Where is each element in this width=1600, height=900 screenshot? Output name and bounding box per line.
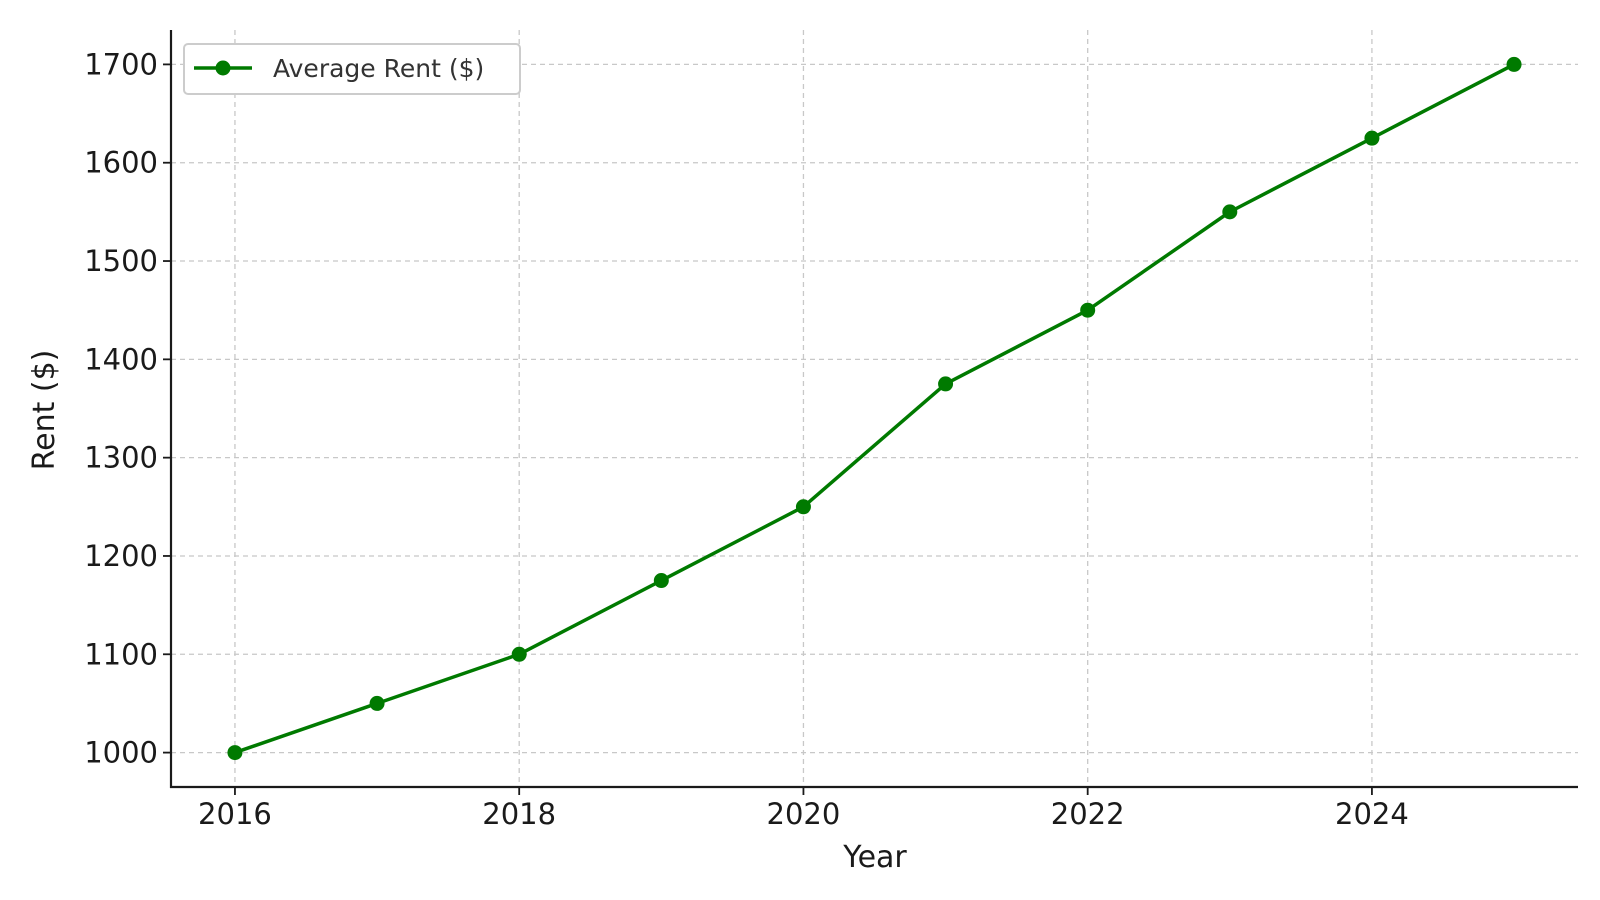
data-point [938,376,954,392]
data-point [511,646,527,662]
data-point [1364,130,1380,146]
grid-lines [171,30,1578,787]
y-axis-title: Rent ($) [27,350,62,471]
y-tick-label: 1400 [84,342,158,376]
x-tick-label: 2018 [482,797,556,831]
data-point [1222,204,1238,220]
y-tick-label: 1100 [84,637,158,671]
data-point [795,499,811,515]
x-axis-title: Year [842,840,907,875]
legend-box [183,43,521,95]
y-tick-label: 1700 [84,47,158,81]
y-tick-label: 1600 [84,146,158,180]
x-tick-label: 2020 [767,797,841,831]
data-series [227,56,1522,761]
data-point [1080,302,1096,318]
data-point [227,745,243,761]
legend-label: Average Rent ($) [273,54,484,83]
data-point [653,573,669,589]
axes [169,30,1578,789]
x-tick-label: 2016 [198,797,272,831]
ticks: 2016 2018 2020 2022 2024 1000 1100 1200 1300 1400… [84,47,1409,831]
y-tick-label: 1200 [84,539,158,573]
series-line [233,62,1516,755]
legend: Average Rent ($) [183,43,521,95]
x-tick-label: 2024 [1335,797,1409,831]
y-tick-label: 1500 [84,244,158,278]
y-tick-label: 1000 [84,736,158,770]
data-point [1506,56,1522,72]
x-tick-label: 2022 [1051,797,1125,831]
y-tick-label: 1300 [84,441,158,475]
data-point [369,695,385,711]
legend-marker-sample [215,60,231,76]
